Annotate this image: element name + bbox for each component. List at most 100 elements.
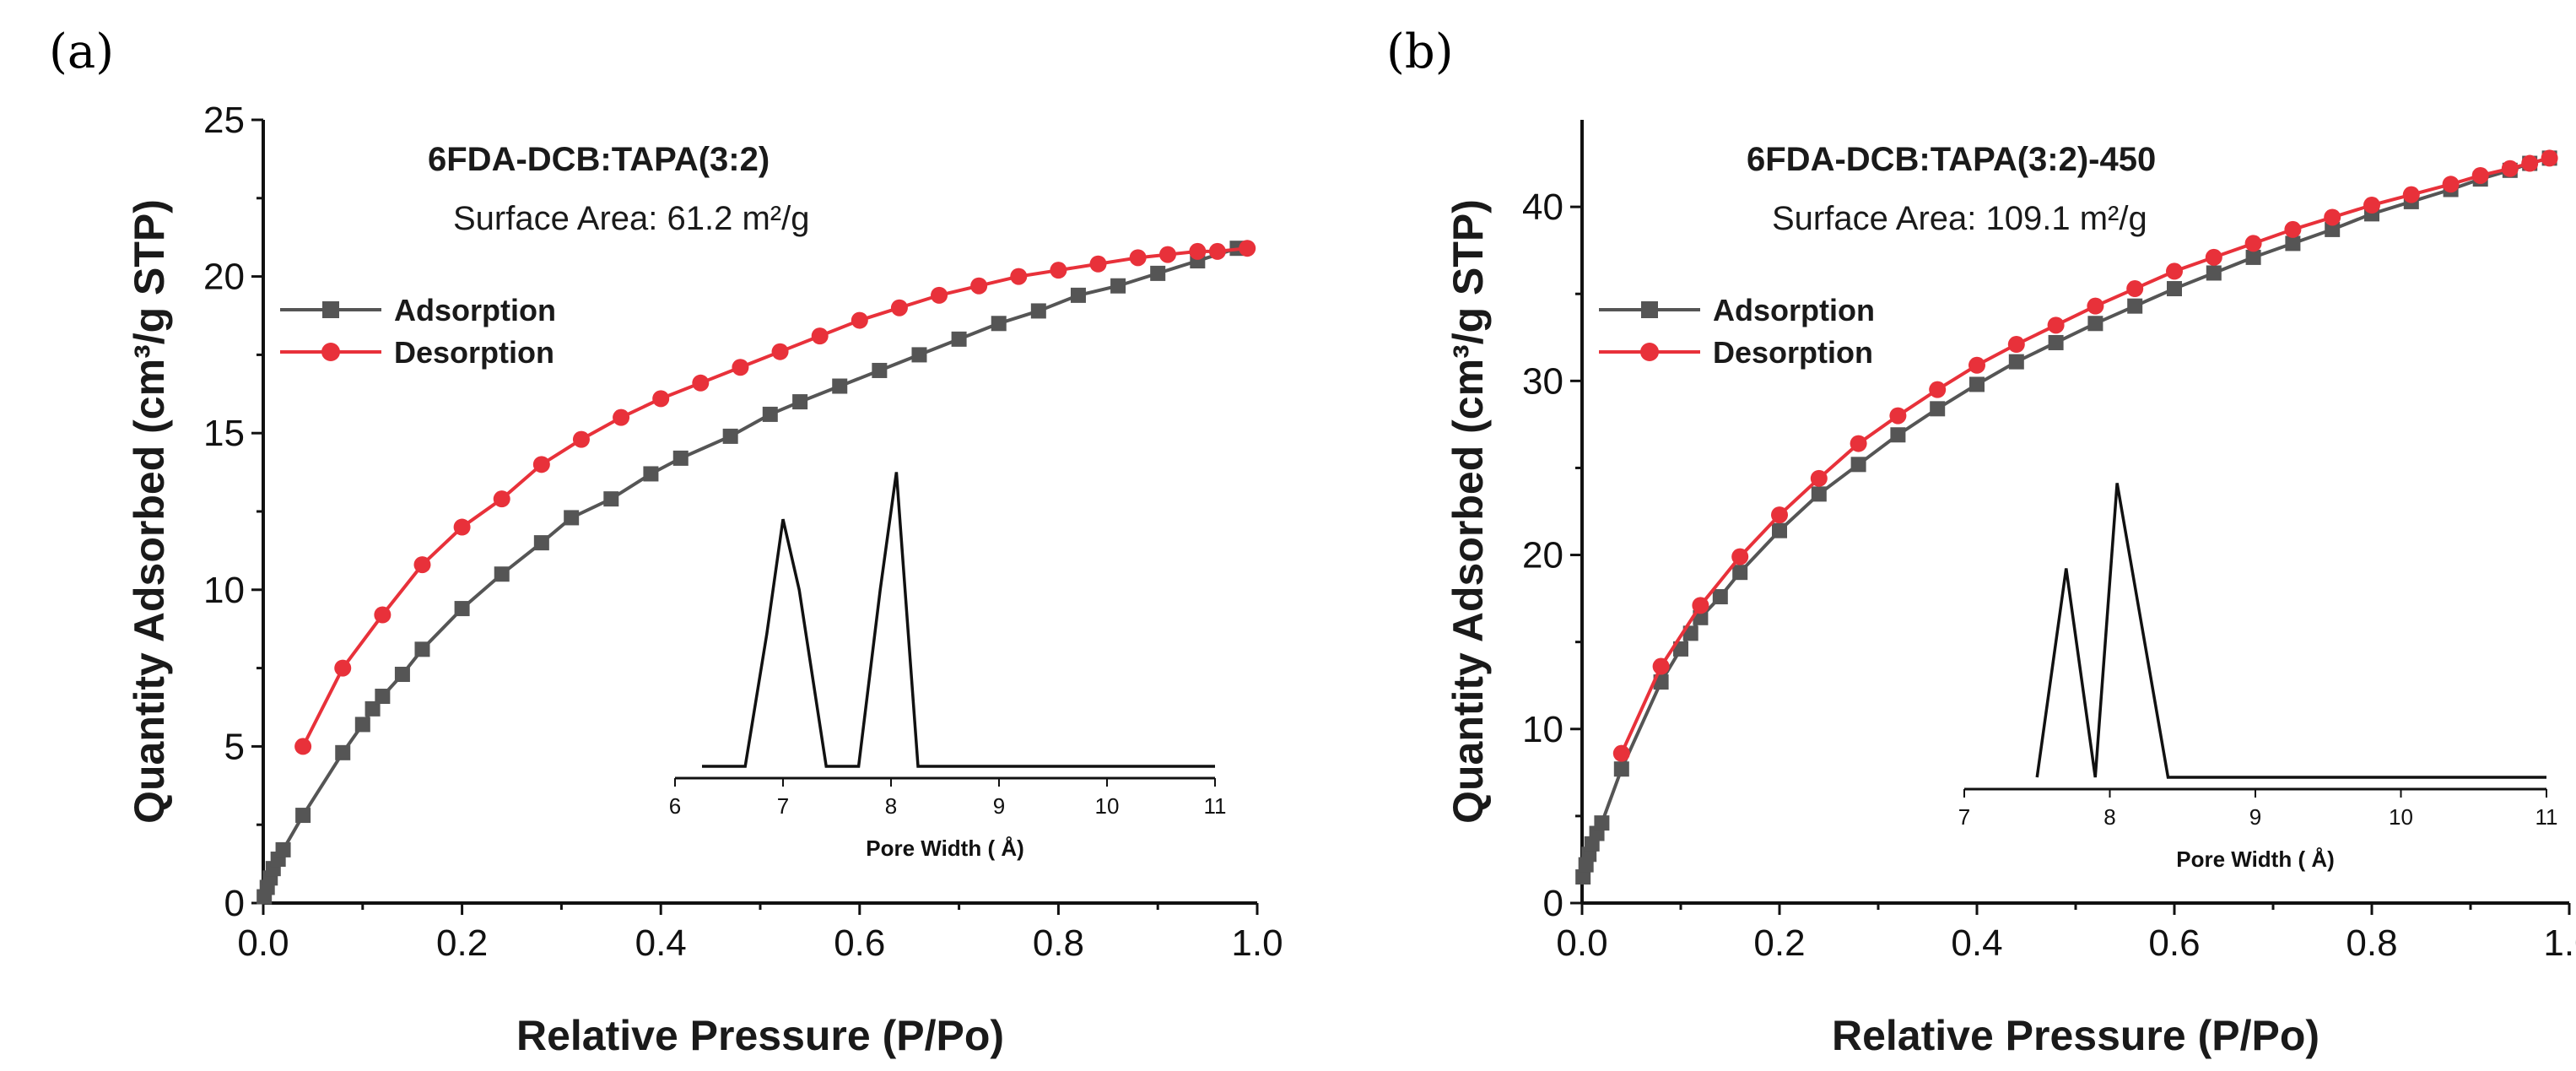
inset-pore-distribution-line	[2035, 483, 2546, 779]
data-point-adsorption	[533, 535, 549, 551]
data-point-adsorption	[1732, 565, 1748, 581]
inset-tick-label: 10	[2389, 804, 2413, 830]
data-point-adsorption	[1890, 427, 1906, 443]
data-point-desorption	[1239, 240, 1256, 257]
y-tick-label: 10	[1522, 709, 1563, 750]
data-point-desorption	[413, 556, 431, 574]
y-tick-label: 0	[1543, 883, 1563, 924]
data-point-adsorption	[1930, 401, 1946, 417]
data-point-adsorption	[1850, 457, 1866, 473]
data-point-desorption	[2442, 176, 2460, 193]
data-point-desorption	[2205, 248, 2222, 266]
x-tick-label: 0.2	[1753, 922, 1805, 964]
y-tick-label: 25	[203, 100, 245, 141]
data-point-desorption	[811, 327, 829, 345]
data-point-adsorption	[275, 841, 291, 857]
data-point-desorption	[692, 374, 710, 392]
data-point-adsorption	[564, 510, 580, 526]
data-point-desorption	[1929, 381, 1947, 398]
sample-title: 6FDA-DCB:TAPA(3:2)	[428, 141, 770, 178]
data-point-adsorption	[1811, 486, 1827, 502]
x-tick-label: 1.0	[2543, 922, 2576, 964]
legend-marker-desorption	[321, 343, 340, 361]
data-point-adsorption	[365, 700, 381, 717]
data-point-desorption	[851, 311, 868, 329]
data-point-desorption	[2126, 280, 2144, 298]
inset-x-axis-title: Pore Width ( Å)	[866, 836, 1024, 861]
data-point-adsorption	[1673, 641, 1688, 657]
data-point-desorption	[532, 456, 550, 473]
panel-label: (b)	[1386, 24, 1454, 79]
data-point-desorption	[2471, 166, 2489, 184]
data-point-adsorption	[1110, 278, 1126, 294]
data-point-desorption	[2324, 208, 2341, 226]
chart-panel-0: (a) 0.0 0.2 0.4 0.6 0.8 1.0 0 5 10 15 20 25 Relative …	[49, 24, 1283, 1059]
data-point-desorption	[2007, 336, 2025, 354]
x-tick-label: 0.8	[1033, 922, 1084, 964]
data-point-desorption	[2521, 154, 2539, 172]
data-point-adsorption	[832, 378, 848, 394]
y-tick-label: 15	[203, 413, 245, 454]
panel-label: (a)	[49, 24, 114, 79]
data-point-adsorption	[603, 491, 619, 507]
y-tick-label: 0	[224, 883, 245, 924]
data-point-desorption	[2402, 186, 2420, 203]
data-point-desorption	[771, 343, 789, 360]
data-point-adsorption	[2048, 334, 2064, 350]
data-point-adsorption	[2127, 298, 2143, 314]
x-tick-label: 0.6	[2148, 922, 2200, 964]
data-point-desorption	[2087, 297, 2104, 315]
data-point-desorption	[1692, 597, 1709, 614]
legend-marker-desorption	[1640, 343, 1659, 361]
data-point-desorption	[1089, 255, 1107, 273]
data-point-desorption	[1850, 435, 1867, 452]
data-point-adsorption	[335, 744, 351, 760]
data-point-adsorption	[2245, 249, 2261, 265]
data-point-desorption	[732, 359, 749, 376]
inset-tick-label: 9	[2249, 804, 2261, 830]
data-point-desorption	[890, 299, 908, 316]
data-point-desorption	[1810, 469, 1828, 487]
inset-tick-label: 7	[777, 793, 789, 819]
data-point-adsorption	[454, 601, 470, 617]
x-axis-title: Relative Pressure (P/Po)	[516, 1012, 1004, 1059]
data-point-adsorption	[2206, 265, 2222, 281]
x-tick-label: 0.0	[1556, 922, 1607, 964]
data-point-adsorption	[354, 717, 370, 733]
data-point-desorption	[613, 408, 630, 426]
y-tick-label: 20	[1522, 535, 1563, 576]
data-point-desorption	[334, 659, 352, 677]
data-point-desorption	[1731, 548, 1749, 565]
data-point-desorption	[2363, 197, 2380, 214]
data-point-desorption	[1771, 506, 1788, 524]
data-point-desorption	[2501, 160, 2519, 177]
data-point-adsorption	[1772, 522, 1787, 538]
data-point-adsorption	[1070, 287, 1086, 303]
inset-tick-label: 6	[669, 793, 681, 819]
legend-label-adsorption: Adsorption	[1713, 293, 1875, 327]
data-point-desorption	[572, 430, 590, 448]
data-point-adsorption	[991, 316, 1007, 332]
data-point-adsorption	[1575, 869, 1591, 885]
data-point-desorption	[1010, 268, 1028, 285]
data-point-desorption	[2244, 235, 2262, 252]
inset-tick-label: 7	[1958, 804, 1970, 830]
data-point-adsorption	[1030, 303, 1046, 319]
data-point-adsorption	[2167, 281, 2182, 297]
data-point-adsorption	[2285, 235, 2301, 252]
x-tick-label: 0.0	[237, 922, 289, 964]
data-point-desorption	[2541, 149, 2558, 167]
series-line-adsorption	[262, 246, 1239, 898]
x-tick-label: 0.6	[834, 922, 885, 964]
data-point-adsorption	[1969, 376, 1985, 392]
data-point-desorption	[294, 738, 312, 755]
data-point-adsorption	[375, 689, 391, 705]
y-tick-label: 5	[224, 726, 245, 767]
data-point-desorption	[374, 606, 392, 624]
inset-pore-distribution-line	[702, 472, 1215, 768]
y-tick-label: 20	[203, 257, 245, 298]
data-point-desorption	[2047, 316, 2065, 334]
x-tick-label: 1.0	[1231, 922, 1283, 964]
data-point-desorption	[652, 390, 670, 408]
